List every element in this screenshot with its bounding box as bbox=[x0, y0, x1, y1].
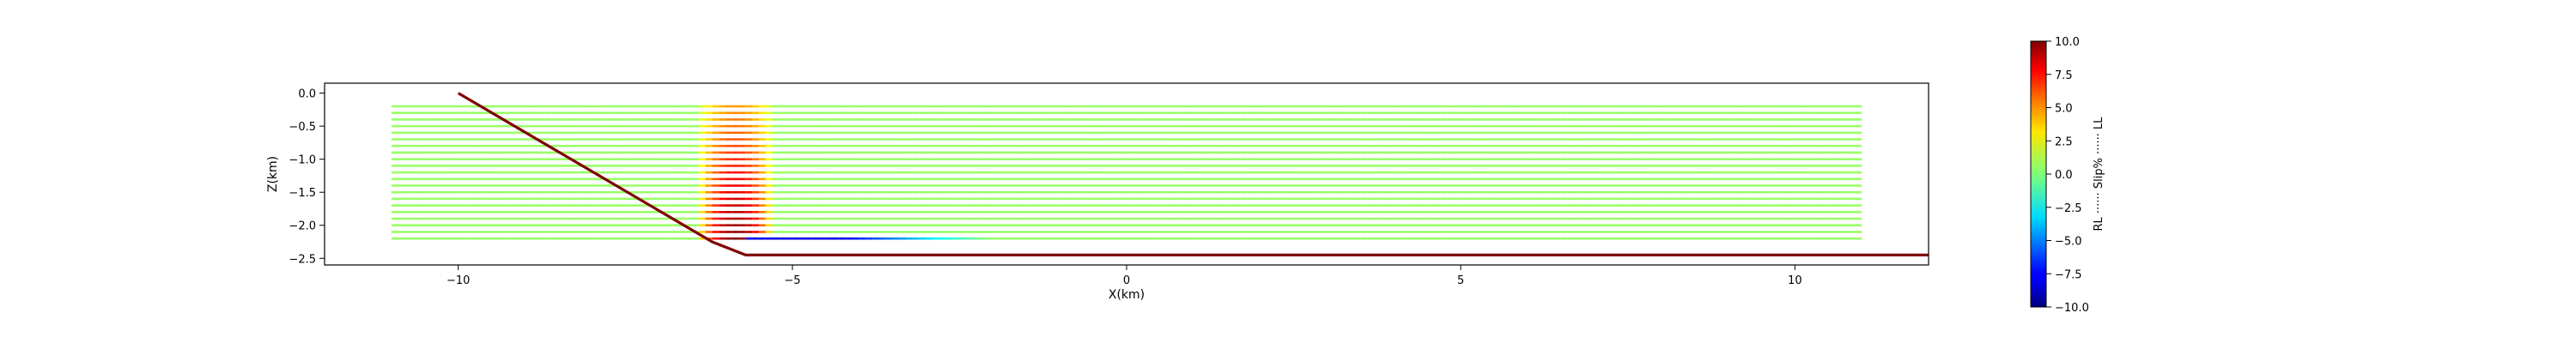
colorbar-label: RL ······ Slip% ······ LL bbox=[2093, 117, 2105, 232]
y-tick-label: −0.5 bbox=[289, 121, 316, 134]
x-tick-label: 5 bbox=[1457, 274, 1464, 287]
x-tick-label: 0 bbox=[1123, 274, 1130, 287]
x-tick-label: −5 bbox=[784, 274, 800, 287]
fault-trace-layer bbox=[457, 92, 1929, 256]
y-tick-label: 0.0 bbox=[298, 88, 316, 101]
slip-layers bbox=[391, 105, 1862, 240]
colorbar bbox=[2030, 40, 2047, 308]
y-axis-label: Z(km) bbox=[266, 156, 280, 192]
fault-trace bbox=[457, 92, 1929, 256]
colorbar-tick-label: −5.0 bbox=[2055, 236, 2082, 249]
x-tick-label: 10 bbox=[1788, 274, 1802, 287]
y-tick-label: −2.0 bbox=[289, 220, 316, 233]
colorbar-tick-label: 0.0 bbox=[2055, 169, 2073, 182]
y-axis-ticks: 0.0 −0.5 −1.0 −1.5 −2.0 −2.5 bbox=[289, 88, 325, 266]
colorbar-tick-label: 7.5 bbox=[2055, 69, 2073, 82]
x-axis-label: X(km) bbox=[1109, 288, 1145, 302]
colorbar-ticks: 10.0 7.5 5.0 2.5 0.0 −2.5 −5.0 −7.5 −10.0 bbox=[2046, 36, 2089, 315]
colorbar-tick-label: 10.0 bbox=[2055, 36, 2080, 49]
colorbar-tick-label: 5.0 bbox=[2055, 103, 2073, 116]
colorbar-tick-label: 2.5 bbox=[2055, 135, 2073, 148]
colorbar-tick-label: −2.5 bbox=[2055, 202, 2082, 215]
y-tick-label: −1.0 bbox=[289, 154, 316, 167]
y-tick-label: −1.5 bbox=[289, 187, 316, 200]
x-axis-ticks: −10 −5 0 5 10 bbox=[447, 265, 1802, 287]
y-tick-label: −2.5 bbox=[289, 253, 316, 266]
x-tick-label: −10 bbox=[447, 274, 470, 287]
colorbar-tick-label: −10.0 bbox=[2055, 302, 2089, 315]
colorbar-tick-label: −7.5 bbox=[2055, 268, 2082, 281]
